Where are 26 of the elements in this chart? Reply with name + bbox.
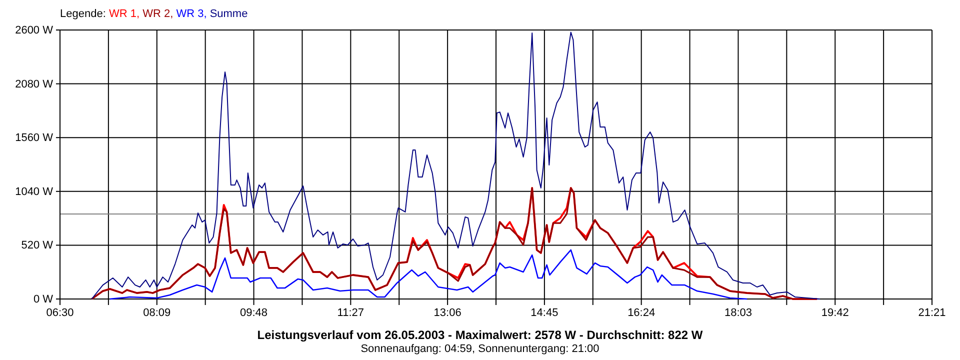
y-tick-label: 0 W — [33, 294, 54, 306]
text: WR 1, — [108, 8, 143, 20]
line-series — [109, 249, 748, 300]
x-tick-label: 16:24 — [628, 306, 656, 319]
x-tick-label: 19:42 — [821, 306, 849, 319]
y-tick-label: 1040 W — [15, 186, 54, 198]
x-tick-label: 11:27 — [337, 306, 364, 319]
x-tick-label: 06:30 — [46, 306, 74, 319]
x-tick-label: 21:21 — [918, 306, 946, 319]
text: WR 2, — [142, 8, 176, 20]
line-series — [90, 187, 818, 300]
text: Sonnenaufgang: 04:59, Sonnenuntergang: 21:00 — [360, 343, 600, 355]
y-tick-label: 1560 W — [15, 132, 54, 144]
text: Summe — [210, 8, 248, 20]
legend-title: Legende: — [60, 8, 109, 20]
line-series — [91, 32, 820, 300]
x-tick-label: 13:06 — [434, 306, 462, 319]
y-tick-label: 520 W — [21, 240, 54, 252]
x-tick-label: 09:48 — [240, 306, 268, 319]
x-tick-label: 08:09 — [143, 306, 171, 319]
y-tick-label: 2600 W — [15, 24, 54, 37]
x-tick-label: 18:03 — [724, 306, 752, 319]
text: WR 3, — [176, 8, 210, 20]
text: Leistungsverlauf vom 26.05.2003 - Maximalwert: 2578 W - Durchschnitt: 822 W — [257, 328, 704, 342]
x-tick-label: 14:45 — [530, 306, 558, 319]
y-tick-label: 2080 W — [15, 78, 54, 90]
